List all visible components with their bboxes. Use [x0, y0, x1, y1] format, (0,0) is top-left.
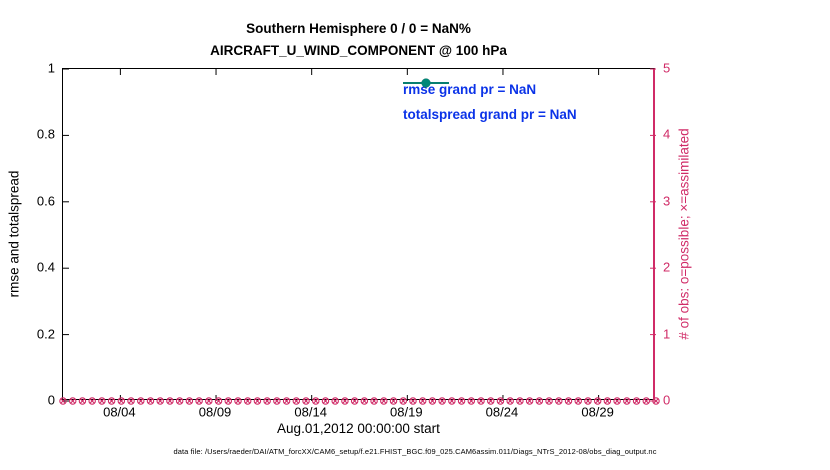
footer-datafile-text: data file: /Users/raeder/DAI/ATM_forcXX/…: [173, 447, 657, 456]
legend-label-totalspread: totalspread grand pr = NaN: [403, 107, 577, 122]
x-tick-label: 08/24: [485, 404, 519, 420]
plot-canvas: [59, 68, 660, 405]
y-tick-label-right: 0: [663, 392, 671, 408]
y-tick-label-left: 0.2: [36, 326, 55, 342]
y-tick-label-left: 0.6: [36, 193, 55, 209]
y-tick-label-right: 4: [663, 126, 671, 142]
x-tick-label: 08/09: [198, 404, 232, 420]
y-tick-label-right: 1: [663, 326, 671, 342]
chart-title-line2: AIRCRAFT_U_WIND_COMPONENT @ 100 hPa: [210, 43, 507, 58]
y-tick-label-right: 3: [663, 193, 671, 209]
left-y-axis-label: rmse and totalspread: [6, 170, 22, 298]
x-axis-label: Aug.01,2012 00:00:00 start: [277, 421, 440, 436]
y-tick-label-left: 1: [47, 60, 55, 76]
legend-line-sample-totalspread: [403, 78, 449, 88]
x-tick-label: 08/14: [294, 404, 327, 420]
y-tick-label-left: 0.4: [36, 259, 55, 275]
x-tick-label: 08/29: [581, 404, 614, 420]
y-tick-label-left: 0: [47, 392, 55, 408]
right-y-axis-label: # of obs: o=possible; ×=assimilated: [676, 128, 692, 340]
chart-title-line1: Southern Hemisphere 0 / 0 = NaN%: [246, 21, 471, 36]
y-tick-label-left: 0.8: [36, 126, 55, 142]
x-tick-label: 08/19: [390, 404, 423, 420]
legend: rmse grand pr = NaN totalspread grand pr…: [403, 77, 577, 127]
y-tick-label-right: 5: [663, 60, 671, 76]
y-tick-label-right: 2: [663, 259, 671, 275]
x-tick-label: 08/04: [103, 404, 136, 420]
chart-title: Southern Hemisphere 0 / 0 = NaN% AIRCRAF…: [62, 18, 655, 62]
legend-row-totalspread: totalspread grand pr = NaN: [403, 78, 577, 127]
plot-area: rmse grand pr = NaN totalspread grand pr…: [59, 68, 660, 405]
legend-label-rmse: rmse grand pr = NaN: [403, 82, 537, 97]
